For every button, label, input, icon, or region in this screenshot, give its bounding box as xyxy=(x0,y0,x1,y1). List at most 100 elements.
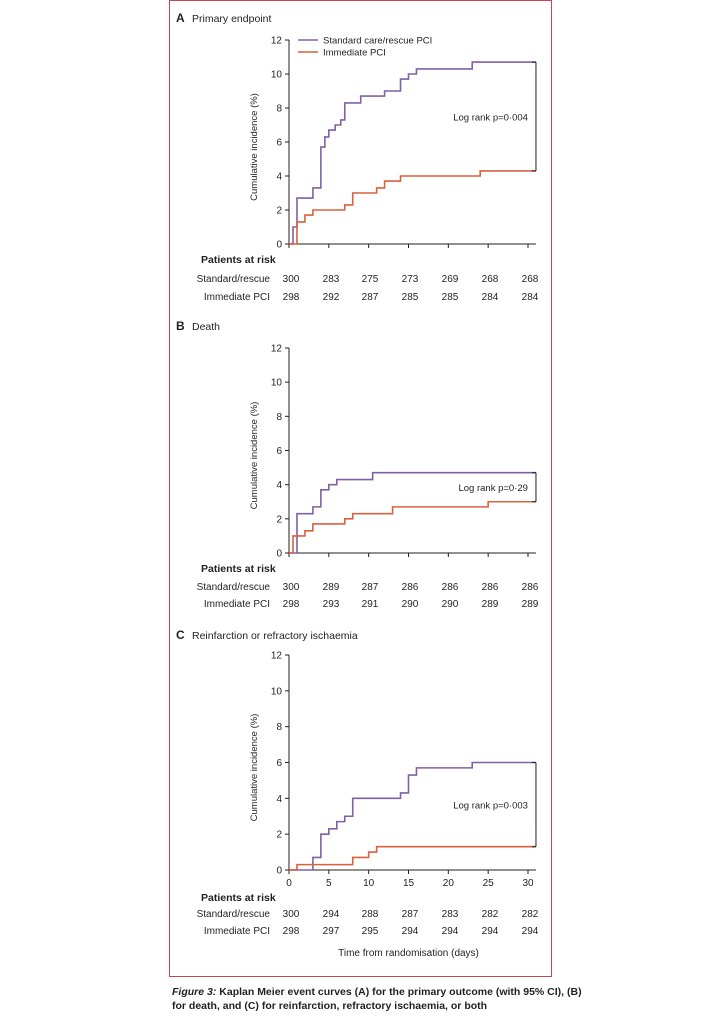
risk-count: 285 xyxy=(442,292,459,303)
y-tick-label: 8 xyxy=(276,104,282,115)
risk-table-header: Patients at risk xyxy=(201,892,276,904)
panel-letter: C xyxy=(176,628,185,642)
risk-count: 294 xyxy=(402,926,419,937)
risk-count: 269 xyxy=(442,274,459,285)
y-tick-label: 6 xyxy=(276,138,282,149)
panel-b: B Death 0 2 4 6 8 10 12 Cumulative incidence (%) L… xyxy=(176,319,539,610)
risk-count: 283 xyxy=(323,274,340,285)
risk-row-label: Standard/rescue xyxy=(197,909,271,920)
x-tick-label: 25 xyxy=(483,878,495,889)
y-tick-label: 2 xyxy=(276,206,282,217)
risk-count: 287 xyxy=(362,292,379,303)
y-tick-label: 10 xyxy=(271,70,283,81)
y-tick-label: 4 xyxy=(276,480,282,491)
risk-count: 282 xyxy=(522,909,539,920)
risk-count: 283 xyxy=(442,909,459,920)
y-tick-label: 4 xyxy=(276,172,282,183)
y-tick-label: 0 xyxy=(276,549,282,560)
figure-frame xyxy=(169,0,552,977)
risk-count: 289 xyxy=(522,599,539,610)
caption-label: Figure 3: xyxy=(172,986,217,998)
risk-count: 268 xyxy=(522,274,539,285)
risk-count: 268 xyxy=(482,274,499,285)
risk-count: 286 xyxy=(482,582,499,593)
x-tick-label: 30 xyxy=(522,878,534,889)
risk-count: 289 xyxy=(323,582,340,593)
y-tick-label: 10 xyxy=(271,378,283,389)
log-rank-annotation: Log rank p=0·29 xyxy=(458,483,527,494)
risk-count: 295 xyxy=(362,926,379,937)
x-tick-label: 20 xyxy=(443,878,455,889)
y-tick-label: 8 xyxy=(276,722,282,733)
risk-count: 293 xyxy=(323,599,340,610)
risk-count: 294 xyxy=(442,926,459,937)
risk-table-header: Patients at risk xyxy=(201,563,276,575)
log-rank-annotation: Log rank p=0·004 xyxy=(453,113,528,124)
risk-row-label: Standard/rescue xyxy=(197,582,271,593)
series-line-standard xyxy=(289,471,536,554)
x-tick-label: 15 xyxy=(403,878,415,889)
panel-title: Reinfarction or refractory ischaemia xyxy=(192,630,358,642)
risk-count: 291 xyxy=(362,599,379,610)
panel-title: Death xyxy=(192,321,220,333)
risk-count: 285 xyxy=(402,292,419,303)
risk-count: 286 xyxy=(522,582,539,593)
risk-count: 286 xyxy=(402,582,419,593)
series-line-immediate xyxy=(289,170,536,245)
y-tick-label: 8 xyxy=(276,412,282,423)
x-tick-label: 5 xyxy=(326,878,332,889)
risk-count: 287 xyxy=(362,582,379,593)
panel-c: C Reinfarction or refractory ischaemia 0 2 4… xyxy=(176,628,539,959)
risk-count: 300 xyxy=(283,582,300,593)
x-tick-label: 10 xyxy=(363,878,375,889)
legend-label: Immediate PCI xyxy=(323,48,386,59)
risk-count: 290 xyxy=(442,599,459,610)
series-line-standard xyxy=(289,61,536,245)
risk-count: 300 xyxy=(283,274,300,285)
risk-count: 290 xyxy=(402,599,419,610)
y-tick-label: 10 xyxy=(271,686,283,697)
risk-row-label: Standard/rescue xyxy=(197,274,271,285)
y-tick-label: 6 xyxy=(276,758,282,769)
y-axis-label: Cumulative incidence (%) xyxy=(249,402,260,510)
panel-letter: B xyxy=(176,319,185,333)
y-tick-label: 12 xyxy=(271,36,283,47)
risk-row-label: Immediate PCI xyxy=(204,599,270,610)
risk-count: 294 xyxy=(323,909,340,920)
y-tick-label: 0 xyxy=(276,866,282,877)
y-axis-label: Cumulative incidence (%) xyxy=(249,93,260,201)
y-tick-label: 2 xyxy=(276,514,282,525)
y-tick-label: 4 xyxy=(276,794,282,805)
risk-row-label: Immediate PCI xyxy=(204,926,270,937)
risk-count: 298 xyxy=(283,599,300,610)
risk-count: 298 xyxy=(283,926,300,937)
risk-count: 282 xyxy=(482,909,499,920)
caption-text: Kaplan Meier event curves (A) for the pr… xyxy=(172,986,582,1012)
series-line-standard xyxy=(289,761,536,871)
risk-count: 297 xyxy=(323,926,340,937)
risk-count: 298 xyxy=(283,292,300,303)
series-line-immediate xyxy=(289,500,536,554)
risk-count: 284 xyxy=(482,292,499,303)
figure-caption: Figure 3: Kaplan Meier event curves (A) … xyxy=(172,985,592,1013)
panel-letter: A xyxy=(176,11,185,25)
risk-count: 292 xyxy=(323,292,340,303)
y-tick-label: 2 xyxy=(276,830,282,841)
y-tick-label: 0 xyxy=(276,240,282,251)
y-axis-label: Cumulative incidence (%) xyxy=(249,714,260,822)
risk-row-label: Immediate PCI xyxy=(204,292,270,303)
risk-count: 286 xyxy=(442,582,459,593)
risk-count: 289 xyxy=(482,599,499,610)
y-tick-label: 6 xyxy=(276,446,282,457)
risk-count: 284 xyxy=(522,292,539,303)
log-rank-annotation: Log rank p=0·003 xyxy=(453,801,528,812)
risk-count: 275 xyxy=(362,274,379,285)
legend-label: Standard care/rescue PCI xyxy=(323,36,432,47)
risk-count: 288 xyxy=(362,909,379,920)
x-tick-label: 0 xyxy=(286,878,292,889)
series-line-immediate xyxy=(289,845,536,871)
panel-a: A Primary endpoint 0 2 4 6 8 10 12 Cumulative inc… xyxy=(176,11,539,303)
risk-count: 294 xyxy=(482,926,499,937)
panel-title: Primary endpoint xyxy=(192,13,271,25)
